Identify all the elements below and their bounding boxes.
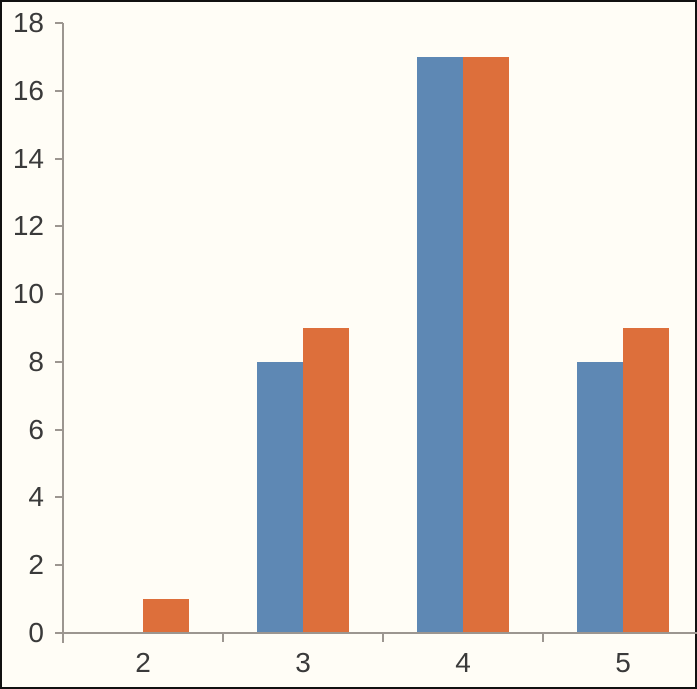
y-axis-tick	[55, 428, 63, 431]
y-axis-tick	[55, 22, 63, 24]
y-axis-tick-label: 10	[12, 278, 44, 310]
y-axis-tick	[55, 564, 63, 567]
x-axis-tick	[222, 634, 224, 642]
y-axis-tick-label: 18	[12, 7, 44, 38]
y-axis-tick	[55, 225, 63, 228]
y-axis-tick-label: 14	[12, 142, 44, 174]
x-axis-tick-label: 5	[615, 647, 631, 678]
y-axis-tick	[55, 496, 63, 499]
y-axis-tick-label: 16	[12, 74, 44, 106]
bar-orange-series-cat-2	[143, 599, 189, 633]
bar-blue-series-cat-4	[417, 56, 463, 633]
x-axis-tick	[382, 634, 384, 642]
y-axis-tick-label: 2	[28, 549, 44, 581]
y-axis-tick-label: 0	[28, 617, 44, 648]
bar-blue-series-cat-5	[577, 361, 623, 633]
y-axis-tick-label: 6	[28, 413, 44, 445]
y-axis-tick	[55, 360, 63, 363]
y-axis-tick	[55, 293, 63, 296]
bar-orange-series-cat-5	[623, 328, 669, 633]
bar-orange-series-cat-3	[303, 328, 349, 633]
bar-orange-series-cat-4	[463, 56, 509, 633]
x-axis-tick-label: 3	[295, 647, 311, 678]
x-axis-tick-label: 2	[135, 647, 151, 678]
y-axis-tick	[55, 157, 63, 160]
y-axis-tick	[55, 632, 63, 634]
y-axis-line	[62, 23, 64, 643]
y-axis-tick-label: 8	[28, 345, 44, 377]
x-axis-line	[63, 632, 697, 634]
x-axis-tick	[542, 634, 544, 642]
y-axis-tick-label: 4	[28, 481, 44, 513]
bar-blue-series-cat-3	[257, 361, 303, 633]
y-axis-tick	[55, 89, 63, 92]
x-axis-tick-label: 4	[455, 647, 471, 678]
y-axis-tick-label: 12	[12, 210, 44, 242]
